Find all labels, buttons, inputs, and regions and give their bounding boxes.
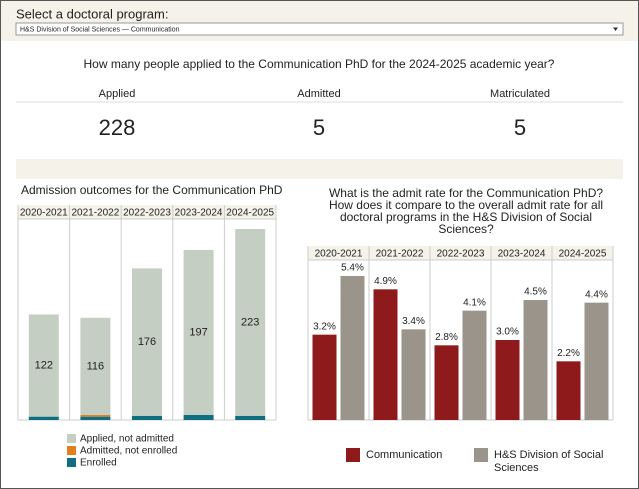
bar xyxy=(401,329,426,420)
bar xyxy=(523,300,548,420)
stat-label: Applied xyxy=(99,88,136,100)
value-label: 116 xyxy=(87,360,105,372)
bar-segment xyxy=(80,317,111,415)
legend-label: Communication xyxy=(366,449,443,461)
bar-segment xyxy=(132,415,162,420)
legend-label: Applied, not admitted xyxy=(80,434,174,445)
bar-segment xyxy=(80,414,111,417)
legend-swatch xyxy=(67,434,76,443)
x-tick-label: 2022-2023 xyxy=(437,249,485,260)
bar-segment xyxy=(235,229,266,416)
bar-segment xyxy=(235,415,266,420)
value-label: 5.4% xyxy=(341,263,364,274)
chart-title-box: What is the admit rate for the Communica… xyxy=(328,187,604,236)
bar xyxy=(373,289,398,420)
panel-header xyxy=(308,246,613,260)
bar-segment xyxy=(28,314,59,417)
legend-label: Admitted, not enrolled xyxy=(80,446,177,457)
bar-segment xyxy=(28,416,59,420)
x-tick-label: 2024-2025 xyxy=(559,249,607,260)
bar xyxy=(434,345,459,420)
legend-swatch xyxy=(346,448,360,462)
chart-title: What is the admit rate for the Communica… xyxy=(328,187,604,236)
value-label: 4.5% xyxy=(524,287,547,298)
spacer-band xyxy=(16,159,623,179)
question: How many people applied to the Communica… xyxy=(84,57,555,71)
dropdown-arrow[interactable] xyxy=(613,27,618,32)
value-label: 3.4% xyxy=(402,316,425,327)
value-label: 2.8% xyxy=(435,332,458,343)
legend-label: H&S Division of Social Sciences xyxy=(494,449,604,474)
value-label: 3.2% xyxy=(313,321,336,332)
value-label: 2.2% xyxy=(557,348,580,359)
stat-label: Admitted xyxy=(297,88,340,100)
stat-value: 228 xyxy=(99,115,136,140)
legend-label: Enrolled xyxy=(80,458,117,469)
x-tick-label: 2021-2022 xyxy=(71,208,119,219)
stat-value: 5 xyxy=(514,115,526,140)
legend-swatch xyxy=(474,448,488,462)
x-tick-label: 2021-2022 xyxy=(376,249,424,260)
bar xyxy=(495,340,520,420)
legend-swatch xyxy=(67,446,76,455)
dropdown-value[interactable]: H&S Division of Social Sciences — Commun… xyxy=(20,26,180,33)
bar-segment xyxy=(183,249,214,415)
bar xyxy=(584,302,609,420)
bar xyxy=(556,361,581,420)
dropdown[interactable] xyxy=(15,22,624,36)
bar xyxy=(462,310,487,420)
bar-segment xyxy=(183,414,214,420)
value-label: 122 xyxy=(35,359,53,371)
value-label: 197 xyxy=(189,326,207,338)
value-label: 4.1% xyxy=(463,297,486,308)
bar-segment xyxy=(80,416,111,420)
panel-header xyxy=(18,205,276,219)
value-label: 4.9% xyxy=(374,276,397,287)
value-label: 176 xyxy=(138,336,156,348)
stat-value: 5 xyxy=(313,115,325,140)
value-label: 223 xyxy=(241,316,259,328)
chart-title: Admission outcomes for the Communication… xyxy=(21,183,283,197)
value-label: 3.0% xyxy=(496,327,519,338)
x-tick-label: 2023-2024 xyxy=(498,249,546,260)
x-tick-label: 2020-2021 xyxy=(315,249,363,260)
stat-label: Matriculated xyxy=(490,88,550,100)
value-label: 4.4% xyxy=(585,289,608,300)
x-tick-label: 2022-2023 xyxy=(123,208,171,219)
bar xyxy=(312,334,337,420)
x-tick-label: 2020-2021 xyxy=(20,208,68,219)
bar-segment xyxy=(132,268,162,416)
x-tick-label: 2024-2025 xyxy=(226,208,274,219)
x-tick-label: 2023-2024 xyxy=(175,208,223,219)
bar xyxy=(340,276,365,420)
legend-swatch xyxy=(67,458,76,467)
selector-label: Select a doctoral program: xyxy=(16,6,168,21)
